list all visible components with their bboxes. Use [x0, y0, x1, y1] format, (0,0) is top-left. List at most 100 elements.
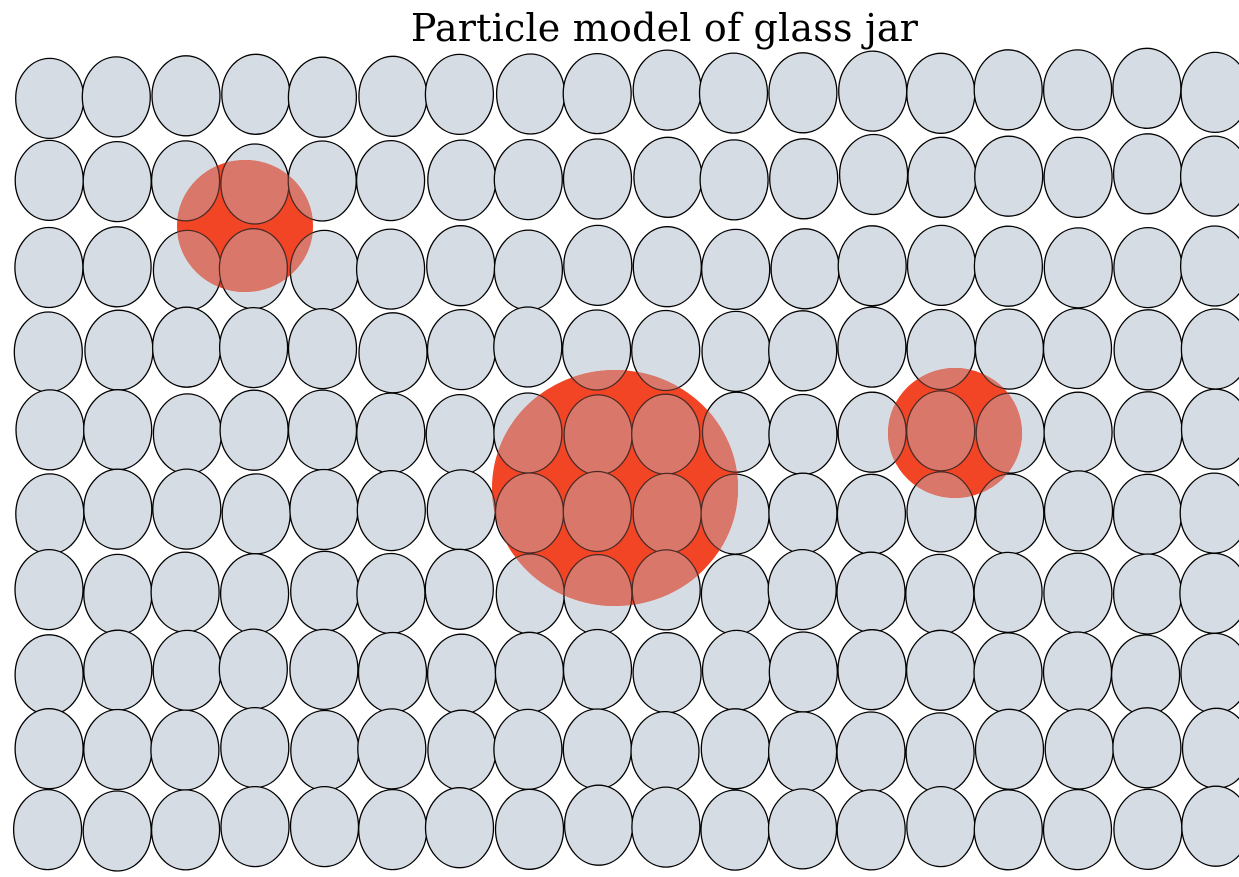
particle — [150, 789, 221, 871]
particle — [973, 49, 1043, 131]
particle — [219, 553, 290, 635]
particle — [905, 712, 975, 794]
particle — [356, 469, 426, 552]
particle — [426, 469, 496, 551]
particle — [357, 708, 427, 790]
particle — [83, 553, 153, 636]
particle — [1043, 552, 1113, 634]
particle — [631, 786, 701, 868]
particle — [768, 310, 838, 392]
highlight-wash — [177, 160, 313, 292]
particle — [14, 226, 84, 309]
particle — [424, 53, 495, 136]
particle — [495, 53, 566, 135]
particle — [150, 551, 220, 633]
particle — [14, 548, 84, 631]
particle — [563, 784, 634, 866]
particle — [907, 136, 977, 218]
particle — [1180, 388, 1239, 470]
particle — [1180, 632, 1239, 715]
particle — [769, 138, 839, 220]
particle — [83, 629, 153, 711]
particle — [14, 708, 84, 790]
particle — [1180, 308, 1239, 390]
particle — [426, 225, 496, 307]
particle — [767, 711, 838, 793]
particle — [494, 788, 565, 870]
particle — [974, 708, 1045, 790]
particle — [836, 473, 907, 555]
particle — [973, 551, 1043, 634]
particle — [1113, 788, 1183, 871]
highlighted-particle — [906, 390, 976, 472]
particle — [906, 52, 976, 134]
particle — [1112, 707, 1182, 789]
particle — [287, 307, 358, 390]
particle — [218, 306, 289, 389]
particle — [494, 631, 565, 713]
particle — [563, 224, 633, 307]
particle — [700, 553, 771, 636]
particle — [1042, 49, 1113, 131]
particle — [1112, 133, 1183, 215]
particle — [699, 139, 769, 221]
particle — [290, 550, 360, 632]
particle — [836, 711, 906, 793]
particle — [15, 57, 85, 140]
particle — [1042, 788, 1113, 871]
particle — [1112, 473, 1183, 555]
particle — [152, 629, 222, 712]
particle — [974, 135, 1044, 217]
particle — [289, 628, 359, 711]
particle — [426, 308, 497, 391]
particle — [1043, 136, 1113, 219]
particle — [973, 225, 1044, 307]
particle — [770, 228, 840, 310]
particle — [219, 389, 289, 471]
particle — [12, 788, 83, 871]
particle — [701, 228, 771, 311]
particle — [355, 228, 426, 310]
diagram-title: Particle model of glass jar — [410, 6, 919, 50]
particle — [290, 709, 360, 792]
particle — [356, 552, 426, 635]
particle — [83, 389, 153, 471]
particle — [14, 139, 84, 222]
particle — [700, 708, 770, 790]
particle — [1113, 226, 1183, 309]
particle — [1043, 227, 1113, 309]
highlight-wash — [492, 370, 738, 606]
particle — [151, 306, 222, 388]
particle — [701, 629, 772, 712]
particle — [632, 632, 702, 714]
particle — [1042, 307, 1113, 390]
particle — [767, 548, 837, 631]
particle — [701, 310, 771, 393]
particle — [358, 55, 428, 137]
particle — [493, 306, 563, 388]
particle — [768, 52, 838, 134]
particle — [836, 789, 906, 871]
particle — [1179, 472, 1239, 554]
particle — [630, 710, 700, 793]
particle — [632, 226, 702, 308]
particle — [14, 634, 84, 716]
particle — [1112, 47, 1182, 129]
particle — [837, 629, 907, 711]
particle — [493, 229, 564, 311]
particle — [357, 631, 428, 714]
particle — [151, 55, 221, 137]
particle — [221, 53, 291, 135]
particle — [837, 225, 907, 307]
particle — [152, 393, 223, 475]
particle — [427, 709, 497, 791]
particle — [1110, 634, 1181, 716]
particle — [838, 133, 909, 216]
particle — [83, 708, 153, 791]
particle — [1043, 470, 1114, 552]
particle — [1179, 225, 1239, 307]
particle — [1181, 785, 1239, 867]
particle — [358, 788, 428, 871]
particle — [425, 393, 495, 476]
